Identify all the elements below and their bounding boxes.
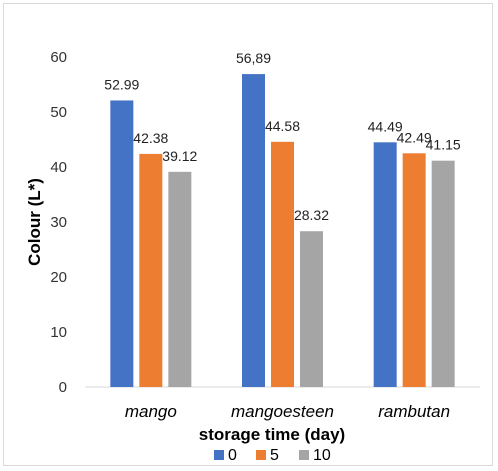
y-tick-label: 20 (50, 269, 67, 286)
legend: 0 5 10 (214, 447, 331, 464)
x-tick-label: mango (125, 402, 177, 421)
y-tick-label: 40 (50, 159, 67, 176)
y-tick-label: 50 (50, 104, 67, 121)
data-label: 44.49 (368, 118, 403, 134)
y-tick-label: 10 (50, 324, 67, 341)
bar-mango-10 (168, 171, 192, 387)
legend-swatch-10 (299, 450, 309, 460)
data-label: 52.99 (104, 76, 139, 92)
data-label: 39.12 (162, 148, 197, 164)
data-label: 42.38 (133, 130, 168, 146)
category-labels: mango mangoesteen rambutan (125, 402, 450, 421)
y-axis-ticks: 0 10 20 30 40 50 60 (50, 49, 67, 396)
x-tick-label: mangoesteen (231, 402, 334, 421)
data-label: 56,89 (236, 50, 271, 66)
bar-mango-0 (110, 100, 134, 387)
data-label: 41.15 (426, 137, 461, 153)
legend-label: 0 (228, 447, 237, 464)
bar-mango-5 (139, 153, 163, 387)
y-tick-label: 60 (50, 49, 67, 66)
y-tick-label: 30 (50, 214, 67, 231)
data-label: 28.32 (294, 207, 329, 223)
data-label: 42.49 (397, 129, 432, 145)
bars: 52.99 42.38 39.12 56,89 44.58 28.32 44.4942.49… (104, 50, 461, 387)
y-tick-label: 0 (59, 379, 67, 396)
data-label: 44.58 (265, 118, 300, 134)
bar-rambutan-5 (402, 153, 426, 387)
legend-swatch-0 (214, 450, 224, 460)
legend-label: 5 (270, 447, 279, 464)
bar-rambutan-10 (431, 160, 455, 387)
bar-mangoesteen-5 (271, 141, 294, 387)
x-axis-title: storage time (day) (199, 425, 345, 444)
y-axis-title: Colour (L*) (25, 178, 44, 266)
bar-mangoesteen-0 (242, 74, 265, 387)
legend-label: 10 (313, 447, 331, 464)
legend-swatch-5 (256, 450, 266, 460)
bar-rambutan-0 (373, 142, 397, 387)
x-tick-label: rambutan (378, 402, 450, 421)
bar-mangoesteen-10 (300, 231, 323, 387)
